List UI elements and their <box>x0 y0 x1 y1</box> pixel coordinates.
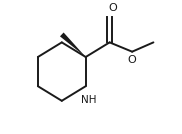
Text: NH: NH <box>81 96 96 105</box>
Text: O: O <box>128 55 136 65</box>
Text: O: O <box>108 3 117 12</box>
Polygon shape <box>60 32 86 57</box>
